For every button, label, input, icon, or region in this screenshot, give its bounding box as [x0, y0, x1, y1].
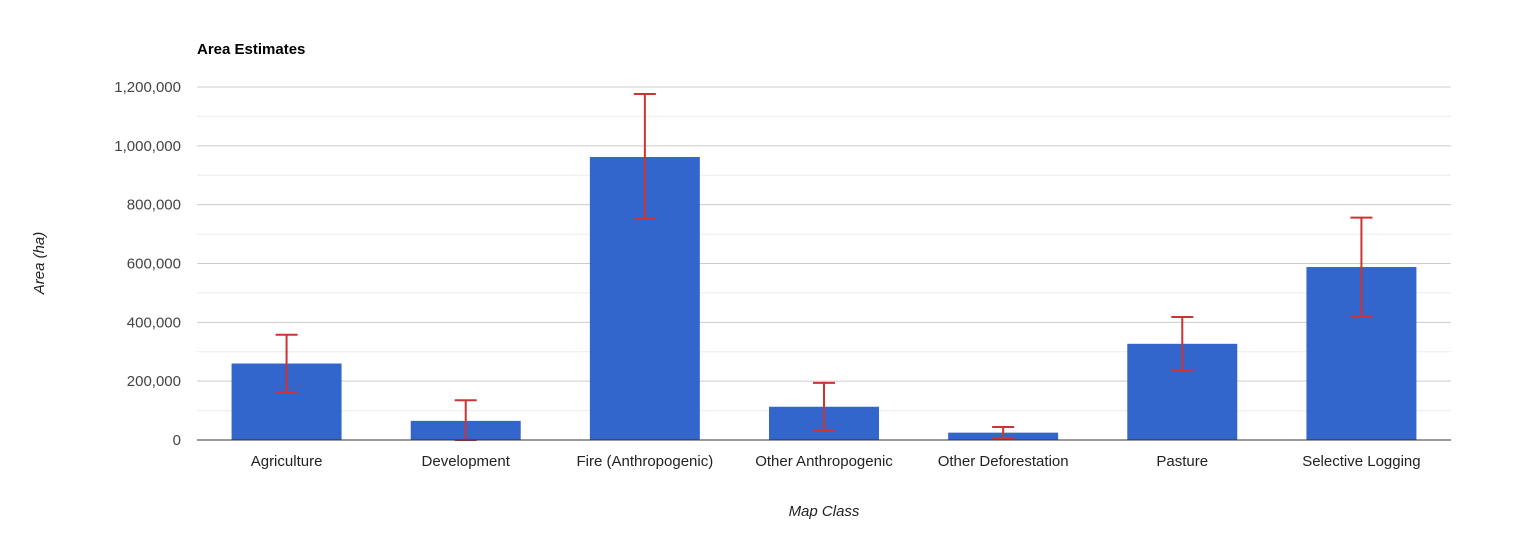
y-tick-label: 800,000	[127, 197, 181, 214]
chart-title: Area Estimates	[197, 41, 305, 58]
x-tick-label: Other Deforestation	[938, 453, 1069, 470]
y-axis-title: Area (ha)	[31, 232, 48, 296]
x-tick-label: Pasture	[1156, 453, 1208, 470]
x-tick-label: Fire (Anthropogenic)	[576, 453, 713, 470]
x-tick-label: Agriculture	[251, 453, 323, 470]
error-bars	[275, 93, 1373, 441]
x-tick-label: Other Anthropogenic	[755, 453, 893, 470]
x-axis-ticks: Agriculture Development Fire (Anthropogeni…	[251, 453, 1421, 470]
y-tick-label: 600,000	[127, 256, 181, 273]
y-axis-ticks: 0 200,000 400,000 600,000 800,000 1,000,000 1,…	[114, 79, 181, 449]
y-tick-label: 1,200,000	[114, 79, 181, 96]
x-tick-label: Development	[422, 453, 511, 470]
y-tick-label: 400,000	[127, 314, 181, 331]
gridlines	[197, 86, 1451, 412]
y-tick-label: 200,000	[127, 373, 181, 390]
y-tick-label: 0	[173, 432, 181, 449]
y-tick-label: 1,000,000	[114, 138, 181, 155]
x-tick-label: Selective Logging	[1302, 453, 1420, 470]
x-axis-title: Map Class	[789, 503, 860, 520]
